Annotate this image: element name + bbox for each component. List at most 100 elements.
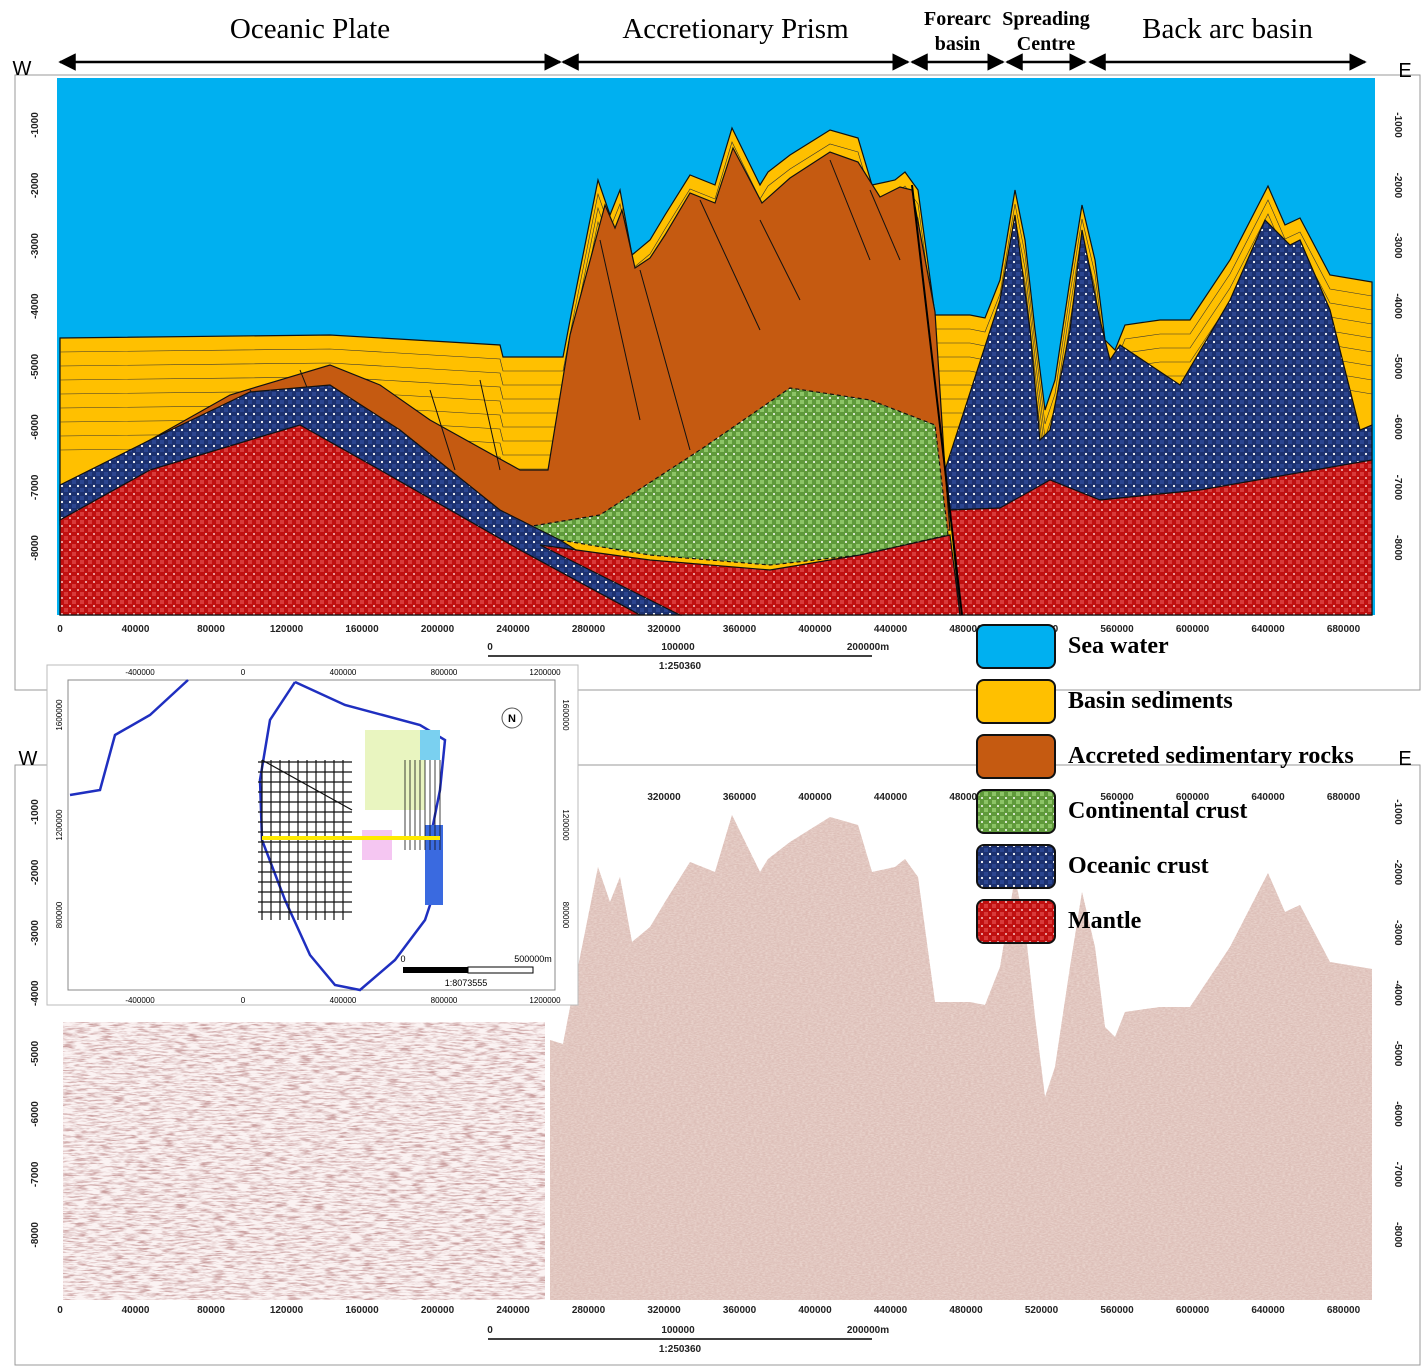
scale-ratio: 1:250360 (659, 661, 702, 672)
scale-bar-label: 0 (487, 1325, 493, 1336)
depth-tick-label: -2000 (1392, 173, 1403, 199)
page: Oceanic Plate Accretionary Prism Forearc ba… (0, 0, 1425, 1372)
map-scale-label: 500000m (514, 954, 552, 964)
depth-tick-label: -8000 (1392, 535, 1403, 561)
legend-swatch (977, 735, 1055, 778)
region-label: Back arc basin (1142, 13, 1313, 45)
depth-tick-label: -6000 (1392, 1101, 1403, 1127)
depth-tick-label: -7000 (1392, 1162, 1403, 1188)
map-x-tick: 1200000 (529, 668, 561, 677)
east-label: E (1398, 60, 1411, 82)
map-x-tick: 400000 (330, 668, 357, 677)
region-label: Oceanic Plate (230, 13, 390, 45)
seismic-top-tick: 400000 (798, 792, 832, 803)
seismic-top-tick: 680000 (1327, 792, 1361, 803)
map-x-tick: 0 (241, 668, 246, 677)
legend-swatch (977, 680, 1055, 723)
distance-tick-label: 600000 (1176, 624, 1210, 635)
depth-tick-label: -7000 (1392, 475, 1403, 501)
map-scale-ratio: 1:8073555 (445, 978, 488, 988)
distance-tick-label: 280000 (572, 1305, 606, 1316)
region-label: Spreading (1002, 8, 1089, 30)
depth-tick-label: -5000 (30, 1040, 41, 1066)
map-x-tick: 800000 (431, 668, 458, 677)
distance-tick-label: 560000 (1100, 1305, 1134, 1316)
map-x-tick: 0 (241, 996, 246, 1005)
distance-tick-label: 360000 (723, 1305, 757, 1316)
depth-tick-label: -3000 (30, 920, 41, 946)
depth-tick-label: -8000 (30, 535, 41, 561)
depth-tick-label: -3000 (1392, 233, 1403, 259)
distance-tick-label: 320000 (647, 1305, 681, 1316)
map-y-tick: 800000 (55, 901, 64, 928)
distance-tick-label: 160000 (345, 624, 379, 635)
depth-tick-label: -4000 (30, 980, 41, 1006)
legend-swatch (977, 900, 1055, 943)
inset-map: -400000-40000000400000400000800000800000… (47, 665, 578, 1005)
depth-tick-label: -6000 (30, 1101, 41, 1127)
distance-tick-label: 400000 (798, 624, 832, 635)
legend-label: Basin sediments (1068, 688, 1233, 714)
west-label: W (19, 748, 38, 770)
distance-tick-label: 0 (57, 1305, 63, 1316)
distance-tick-label: 120000 (270, 624, 304, 635)
distance-tick-label: 40000 (122, 1305, 150, 1316)
distance-tick-label: 520000 (1025, 1305, 1059, 1316)
distance-tick-label: 400000 (798, 1305, 832, 1316)
depth-tick-label: -8000 (1392, 1222, 1403, 1248)
distance-tick-label: 200000 (421, 624, 455, 635)
region-label: Centre (1017, 33, 1076, 55)
depth-tick-label: -3000 (30, 233, 41, 259)
legend-label: Accreted sedimentary rocks (1068, 743, 1354, 769)
legend-swatch (977, 625, 1055, 668)
scale-bar-label: 100000 (661, 642, 695, 653)
depth-tick-label: -6000 (1392, 414, 1403, 440)
distance-tick-label: 480000 (949, 1305, 983, 1316)
legend-label: Sea water (1068, 633, 1169, 659)
map-y-tick: 1600000 (561, 699, 570, 731)
map-x-tick: 800000 (431, 996, 458, 1005)
depth-tick-label: -7000 (30, 1161, 41, 1187)
map-y-tick: 800000 (561, 902, 570, 929)
distance-tick-label: 320000 (647, 624, 681, 635)
region-label: basin (935, 33, 981, 55)
distance-tick-label: 640000 (1251, 624, 1285, 635)
north-arrow: N (508, 713, 516, 725)
map-y-tick: 1600000 (55, 699, 64, 731)
depth-tick-label: -2000 (30, 859, 41, 885)
west-label: W (13, 58, 32, 80)
region-label: Forearc (924, 8, 991, 30)
depth-tick-label: -1000 (30, 799, 41, 825)
distance-tick-label: 600000 (1176, 1305, 1210, 1316)
distance-tick-label: 440000 (874, 1305, 908, 1316)
scale-bar-label: 200000m (847, 1325, 889, 1336)
depth-tick-label: -8000 (30, 1222, 41, 1248)
depth-tick-label: -1000 (1392, 799, 1403, 825)
depth-tick-label: -5000 (30, 353, 41, 379)
figure: Oceanic Plate Accretionary Prism Forearc ba… (0, 0, 1425, 1372)
depth-tick-label: -5000 (1392, 1041, 1403, 1067)
legend-label: Mantle (1068, 908, 1142, 934)
map-x-tick: 400000 (330, 996, 357, 1005)
map-y-tick: 1200000 (55, 809, 64, 841)
region-label: Accretionary Prism (622, 13, 849, 45)
distance-tick-label: 80000 (197, 624, 225, 635)
seismic-top-tick: 360000 (723, 792, 757, 803)
distance-tick-label: 280000 (572, 624, 606, 635)
legend-swatch (977, 790, 1055, 833)
distance-tick-label: 40000 (122, 624, 150, 635)
map-scale-label: 0 (400, 954, 405, 964)
scale-bar-label: 200000m (847, 642, 889, 653)
legend-label: Continental crust (1068, 798, 1247, 824)
map-y-tick: 1200000 (561, 809, 570, 841)
distance-tick-label: 440000 (874, 624, 908, 635)
seismic-top-tick: 640000 (1251, 792, 1285, 803)
distance-tick-label: 200000 (421, 1305, 455, 1316)
depth-tick-label: -4000 (30, 293, 41, 319)
map-x-tick: 1200000 (529, 996, 561, 1005)
distance-tick-label: 680000 (1327, 1305, 1361, 1316)
depth-tick-label: -6000 (30, 414, 41, 440)
map-x-tick: -400000 (125, 996, 155, 1005)
scale-bar-label: 0 (487, 642, 493, 653)
legend-label: Oceanic crust (1068, 853, 1209, 879)
